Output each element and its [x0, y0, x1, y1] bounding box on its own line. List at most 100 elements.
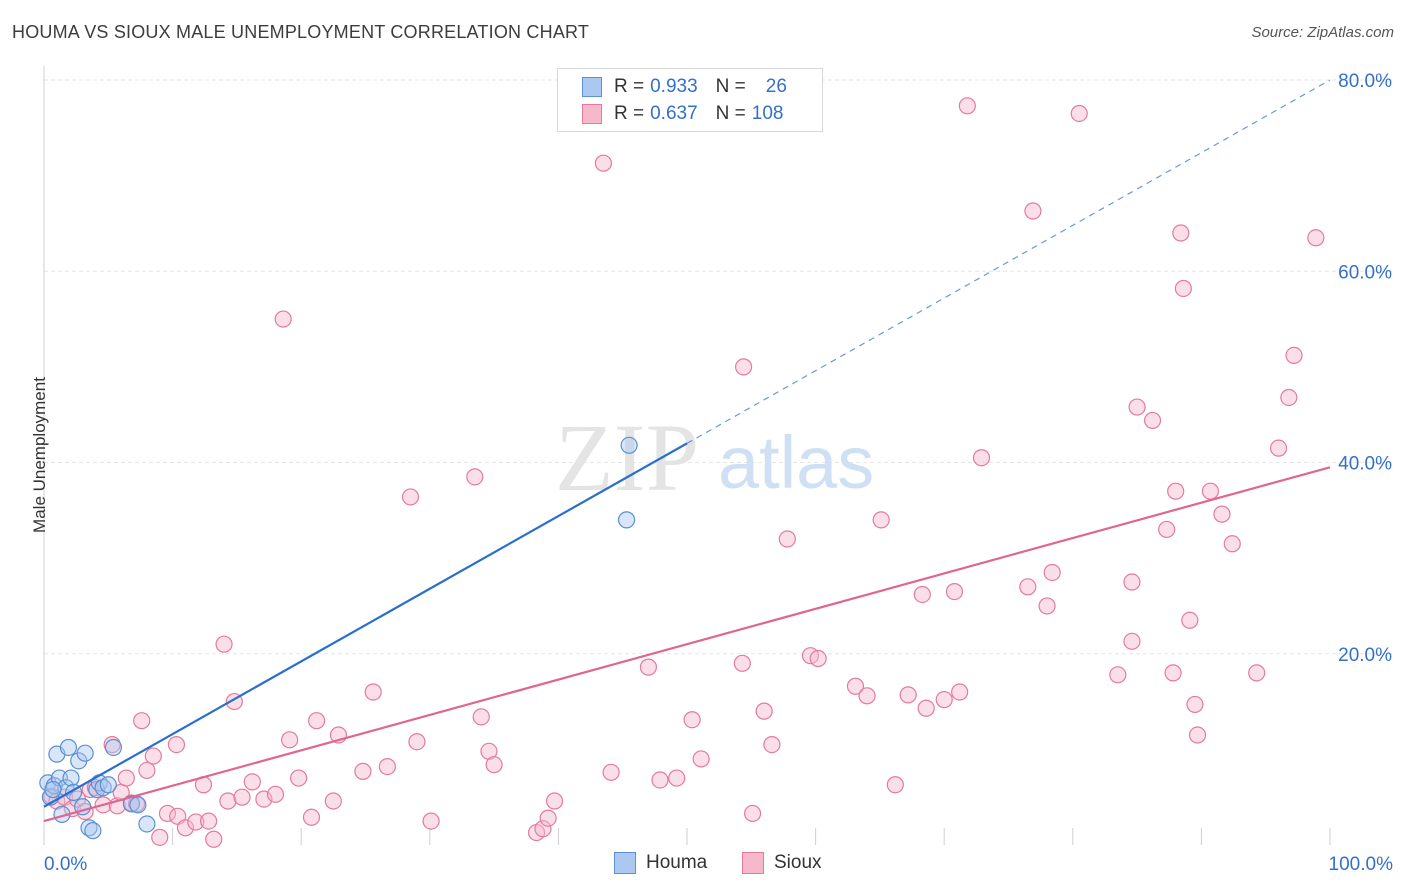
y-tick-label: 20.0%	[1338, 645, 1392, 666]
sioux-point	[485, 756, 503, 774]
sioux-point	[1024, 202, 1042, 220]
houma-point	[62, 769, 80, 787]
sioux-point	[1280, 388, 1298, 407]
sioux-point	[886, 776, 904, 794]
sioux-point	[935, 691, 953, 709]
houma-swatch	[582, 77, 602, 97]
sioux-point	[1248, 664, 1266, 682]
houma-point	[122, 795, 141, 813]
houma-point	[129, 796, 147, 814]
sioux-point	[408, 733, 426, 751]
houma-r-label: R =	[614, 76, 645, 97]
sioux-point	[639, 658, 658, 676]
sioux-point	[308, 712, 326, 730]
watermark: ZIP atlas	[555, 404, 874, 511]
y-tick-label: 40.0%	[1338, 454, 1392, 475]
houma-trend-extension	[686, 79, 1331, 444]
houma-n-label: N =	[715, 76, 746, 97]
sioux-point	[1158, 520, 1176, 539]
sioux-point	[763, 735, 781, 754]
houma-point	[59, 738, 78, 757]
sioux-point	[1201, 482, 1220, 500]
sioux-swatch	[582, 104, 602, 124]
sioux-point	[872, 511, 890, 529]
houma-r-value: 0.933	[650, 76, 698, 97]
houma-n-value: 26	[765, 76, 787, 97]
sioux-r-label: R =	[614, 103, 645, 124]
sioux-point	[545, 792, 564, 810]
sioux-point	[200, 812, 218, 830]
x-tick-label-start: 0.0%	[44, 854, 87, 875]
houma-point	[44, 780, 62, 799]
y-axis-label: Male Unemployment	[30, 377, 49, 533]
sioux-point	[539, 809, 557, 827]
houma-point	[620, 436, 638, 454]
houma-point	[84, 822, 102, 840]
sioux-point	[219, 792, 237, 810]
sioux-point	[233, 788, 251, 806]
watermark-zip: ZIP	[555, 404, 699, 511]
chart-title: HOUMA VS SIOUX MALE UNEMPLOYMENT CORRELA…	[12, 22, 590, 42]
trend-layer	[43, 79, 1331, 823]
houma-trend-line	[43, 442, 688, 808]
sioux-point	[755, 702, 773, 720]
legend-item-sioux: Sioux	[742, 852, 822, 874]
sioux-point	[1223, 535, 1241, 553]
sioux-point	[1109, 666, 1127, 684]
sioux-point	[215, 635, 233, 653]
grid-layer	[43, 66, 1392, 845]
y-tick-label: 80.0%	[1338, 71, 1392, 92]
sioux-point	[1143, 411, 1162, 430]
sioux-point	[1213, 505, 1231, 523]
points-layer	[39, 97, 1325, 848]
sioux-point	[158, 804, 177, 823]
sioux-point	[1070, 104, 1088, 123]
sioux-point	[958, 97, 976, 115]
sioux-point	[167, 735, 186, 754]
x-tick-label-end: 100.0%	[1329, 854, 1394, 875]
sioux-point	[733, 654, 751, 672]
sioux-point	[290, 769, 308, 787]
sioux-point	[1123, 573, 1141, 591]
sioux-point	[1307, 229, 1325, 247]
sioux-point	[692, 750, 710, 768]
sioux-point	[683, 711, 701, 729]
sioux-point	[378, 757, 396, 776]
sioux-point	[651, 771, 669, 789]
sioux-point	[858, 687, 876, 705]
legend-row-sioux: R = 0.637 N = 108	[582, 101, 783, 127]
sioux-point	[913, 585, 931, 604]
sioux-trend-line	[43, 466, 1331, 823]
sioux-point	[324, 792, 342, 810]
sioux-point	[117, 769, 135, 787]
ticks-layer: 20.0% 40.0% 60.0% 80.0% 0.0% 100.0%	[44, 71, 1393, 875]
sioux-legend-swatch	[742, 852, 764, 874]
sioux-point	[1186, 695, 1204, 714]
sioux-point	[972, 449, 991, 467]
sioux-n-label: N =	[715, 103, 746, 124]
legend-item-houma: Houma	[614, 852, 707, 874]
houma-point	[76, 744, 94, 762]
sioux-r-value: 0.637	[650, 103, 698, 124]
sioux-point	[1188, 726, 1207, 744]
sioux-point	[472, 708, 490, 726]
houma-point	[138, 815, 156, 833]
sioux-point	[266, 785, 285, 803]
sioux-point	[778, 530, 796, 548]
houma-legend-label: Houma	[646, 852, 708, 873]
sioux-point	[1174, 279, 1192, 298]
sioux-point	[364, 683, 382, 701]
sioux-point	[243, 773, 261, 791]
sioux-point	[1164, 664, 1182, 682]
sioux-point	[1285, 346, 1303, 364]
sioux-point	[138, 761, 156, 780]
sioux-point	[1043, 563, 1061, 582]
sioux-point	[945, 582, 964, 601]
source-label: Source: ZipAtlas.com	[1251, 24, 1394, 41]
sioux-point	[846, 677, 865, 695]
sioux-point	[1019, 578, 1037, 596]
sioux-point	[1167, 482, 1185, 500]
houma-point	[99, 776, 117, 794]
sioux-point	[594, 154, 613, 172]
